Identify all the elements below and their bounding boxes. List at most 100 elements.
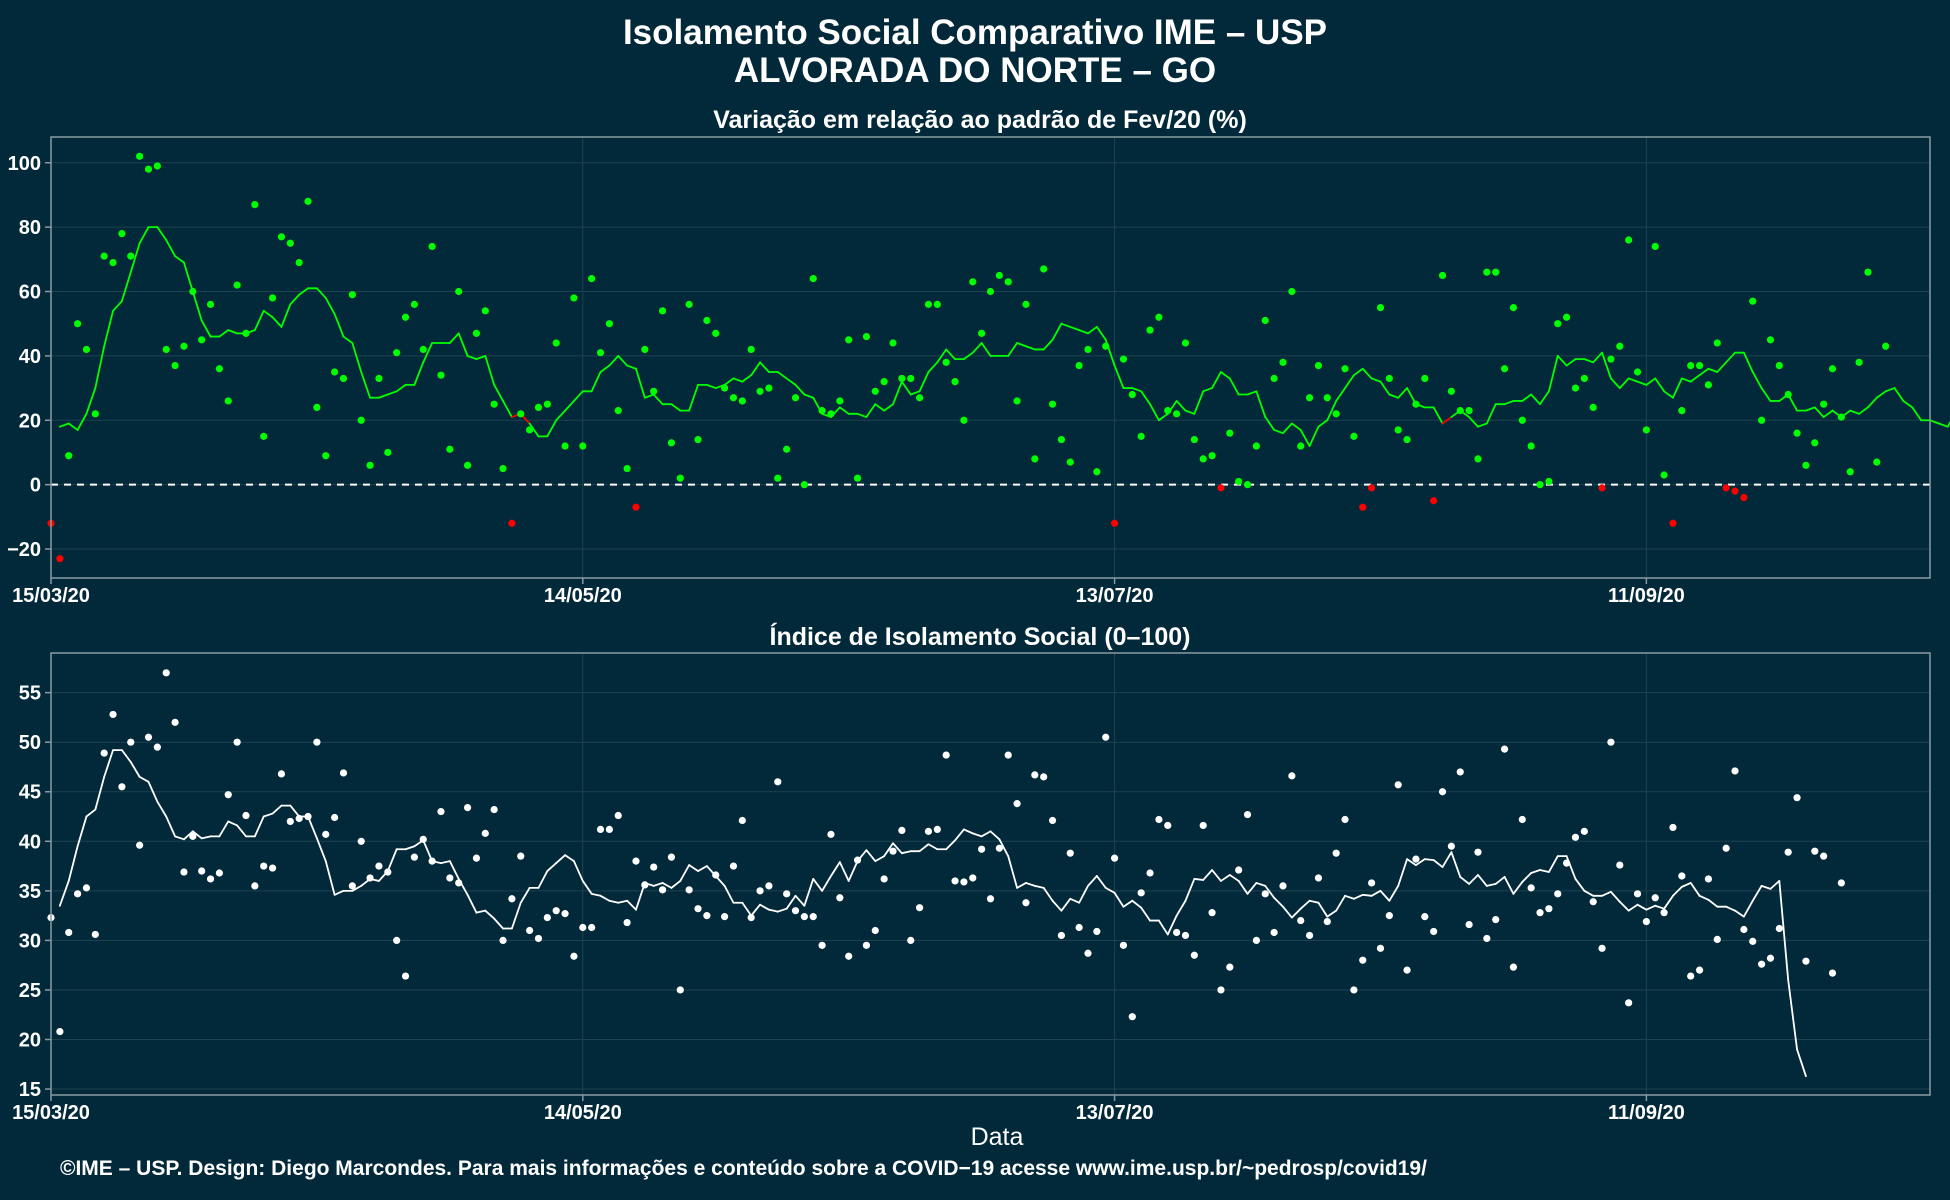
data-point xyxy=(401,313,410,321)
variation-x-axis: 15/03/20 14/05/20 13/07/20 11/09/20 xyxy=(12,578,1685,607)
data-point xyxy=(1589,898,1597,906)
moving-average-segment xyxy=(1610,890,1621,903)
moving-average-segment xyxy=(918,843,930,853)
moving-average-segment xyxy=(1078,329,1089,335)
data-point xyxy=(1474,455,1482,463)
y-tick-label: 55 xyxy=(19,683,41,705)
moving-average-segment xyxy=(502,400,513,418)
moving-average-segment xyxy=(1610,377,1621,389)
moving-average-segment xyxy=(1716,361,1728,373)
data-point xyxy=(924,827,933,835)
data-point xyxy=(1731,767,1739,775)
moving-average-segment xyxy=(1335,387,1346,402)
data-point xyxy=(1563,313,1571,321)
data-point xyxy=(1421,374,1429,383)
moving-average-segment xyxy=(564,400,575,412)
data-point xyxy=(1164,821,1172,830)
moving-average-segment xyxy=(1468,416,1479,428)
moving-average-segment xyxy=(413,361,425,386)
moving-average-segment xyxy=(1060,897,1072,912)
data-point xyxy=(1837,879,1845,887)
moving-average-segment xyxy=(1654,377,1666,393)
data-point xyxy=(1642,917,1650,926)
moving-average-segment xyxy=(138,775,150,783)
data-point xyxy=(1013,800,1021,808)
data-point xyxy=(1731,487,1739,495)
data-point xyxy=(756,387,764,395)
data-point xyxy=(1669,519,1677,527)
data-point xyxy=(171,718,179,726)
data-point xyxy=(552,907,560,915)
x-tick-label: 14/05/20 xyxy=(544,585,622,607)
data-point xyxy=(1722,484,1730,492)
moving-average-segment xyxy=(1725,351,1736,364)
data-point xyxy=(880,875,888,883)
data-point xyxy=(1394,781,1402,789)
data-point xyxy=(499,464,507,473)
moving-average-segment xyxy=(67,422,79,431)
data-point xyxy=(995,271,1003,280)
moving-average-segment xyxy=(103,749,114,778)
y-tick-label: 25 xyxy=(19,980,41,1002)
moving-average-segment xyxy=(342,335,354,344)
moving-average-segment xyxy=(165,239,176,258)
moving-average-segment xyxy=(183,830,194,841)
moving-average-segment xyxy=(528,422,540,438)
data-point xyxy=(1190,951,1198,959)
moving-average-segment xyxy=(812,878,823,892)
moving-average-segment xyxy=(723,884,735,904)
data-point xyxy=(1793,429,1801,437)
data-point xyxy=(623,918,631,927)
data-point xyxy=(1235,477,1243,486)
moving-average-segment xyxy=(475,354,487,361)
data-point xyxy=(1305,931,1314,940)
data-point xyxy=(295,814,303,823)
index-x-axis: 15/03/20 14/05/20 13/07/20 11/09/20 xyxy=(12,1095,1685,1124)
data-point xyxy=(836,397,844,405)
data-point xyxy=(56,1027,64,1036)
data-point xyxy=(1270,928,1278,937)
data-point xyxy=(889,847,897,855)
data-point xyxy=(1341,815,1349,824)
moving-average-segment xyxy=(963,351,974,361)
moving-average-segment xyxy=(1583,889,1595,897)
data-point xyxy=(1678,407,1686,415)
moving-average-segment xyxy=(1095,326,1107,341)
data-point xyxy=(1695,361,1704,370)
moving-average-segment xyxy=(768,908,779,913)
data-point xyxy=(579,442,587,450)
data-point xyxy=(729,394,738,402)
data-point xyxy=(109,710,117,719)
moving-average-segment xyxy=(156,226,168,241)
data-point xyxy=(836,894,844,902)
data-point xyxy=(1704,875,1713,883)
moving-average-segment xyxy=(1370,889,1382,897)
moving-average-segment xyxy=(1521,393,1533,402)
moving-average-segment xyxy=(1787,979,1798,1051)
data-point xyxy=(1695,966,1704,974)
data-point xyxy=(1004,751,1012,759)
moving-average-segment xyxy=(1140,390,1151,406)
x-tick-label: 15/03/20 xyxy=(12,1102,90,1124)
moving-average-segment xyxy=(838,861,850,882)
moving-average-segment xyxy=(697,865,708,872)
data-point xyxy=(1802,461,1810,469)
moving-average-segment xyxy=(900,380,912,396)
moving-average-segment xyxy=(58,422,70,428)
data-point xyxy=(393,349,401,357)
data-point xyxy=(1146,326,1154,334)
data-point xyxy=(331,368,339,376)
moving-average-segment xyxy=(386,390,398,396)
moving-average-segment xyxy=(909,390,921,396)
moving-average-segment xyxy=(85,808,97,818)
moving-average-segment xyxy=(1415,858,1426,866)
data-point xyxy=(1554,890,1562,898)
moving-average-segment xyxy=(830,861,841,877)
data-point xyxy=(82,884,91,892)
moving-average-segment xyxy=(1282,422,1293,435)
data-point xyxy=(800,913,808,921)
moving-average-segment xyxy=(1326,400,1338,422)
data-point xyxy=(721,384,729,392)
data-point xyxy=(153,162,161,170)
